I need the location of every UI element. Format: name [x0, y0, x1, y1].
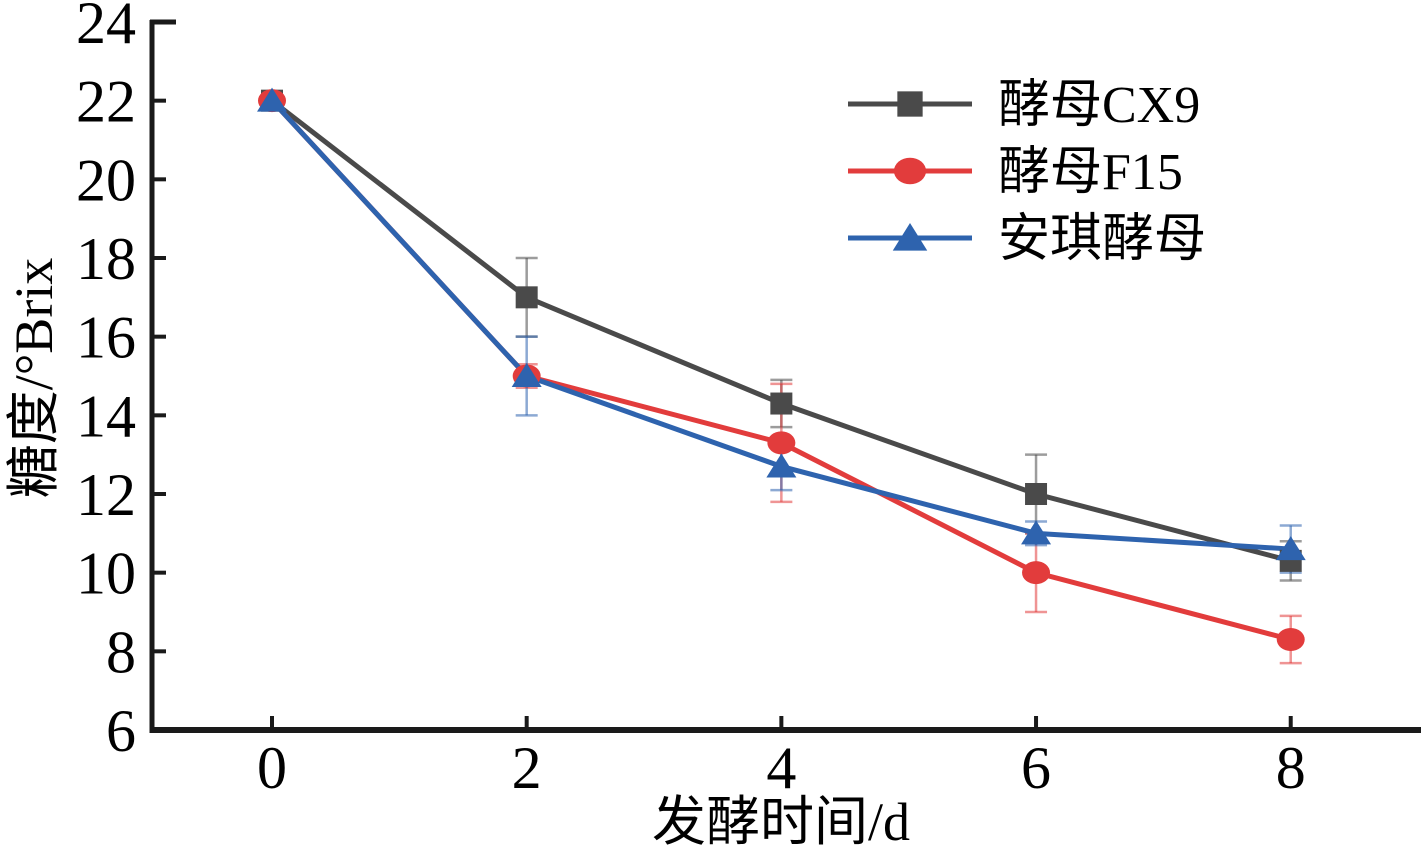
- series-markers-layer: [257, 87, 1306, 652]
- x-tick-label: 4: [766, 735, 796, 801]
- x-tick-label: 8: [1276, 735, 1306, 801]
- y-tick-label: 24: [76, 0, 136, 56]
- legend-item: 安琪酵母: [848, 211, 1206, 268]
- square-marker: [770, 392, 793, 415]
- circle-marker: [767, 431, 796, 455]
- y-tick-label: 16: [76, 305, 136, 371]
- x-tick-label: 6: [1021, 735, 1051, 801]
- legend-label: 安琪酵母: [998, 211, 1206, 268]
- y-tick-label: 6: [106, 698, 136, 764]
- circle-marker: [1276, 628, 1305, 652]
- triangle-marker: [892, 223, 928, 251]
- triangle-marker: [1275, 536, 1306, 561]
- y-tick-label: 8: [106, 619, 136, 685]
- y-tick-label: 14: [76, 383, 136, 449]
- axes-layer: [149, 19, 1421, 733]
- triangle-marker: [766, 453, 797, 478]
- y-tick-label: 20: [76, 147, 136, 213]
- y-tick-label: 18: [76, 226, 136, 292]
- legend-label: 酵母F15: [998, 144, 1183, 201]
- y-axis-title: 糖度/°Brix: [4, 258, 64, 499]
- circle-marker: [893, 157, 927, 185]
- legend-item: 酵母CX9: [848, 77, 1200, 134]
- legend-label: 酵母CX9: [998, 77, 1200, 134]
- square-marker: [515, 286, 538, 309]
- y-tick-label: 12: [76, 462, 136, 528]
- triangle-marker: [511, 363, 542, 387]
- square-marker: [1025, 483, 1048, 505]
- legend-item: 酵母F15: [848, 144, 1183, 201]
- square-marker: [897, 91, 923, 117]
- y-tick-label: 22: [76, 69, 136, 135]
- circle-marker: [1022, 561, 1051, 585]
- legend: 酵母CX9 酵母F15 安琪酵母: [848, 77, 1206, 268]
- triangle-marker: [257, 87, 287, 112]
- triangle-marker: [1021, 520, 1052, 545]
- y-tick-label: 10: [76, 541, 136, 607]
- x-tick-label: 0: [257, 735, 287, 801]
- x-tick-label: 2: [512, 735, 542, 801]
- x-axis-title: 发酵时间/d: [652, 792, 910, 852]
